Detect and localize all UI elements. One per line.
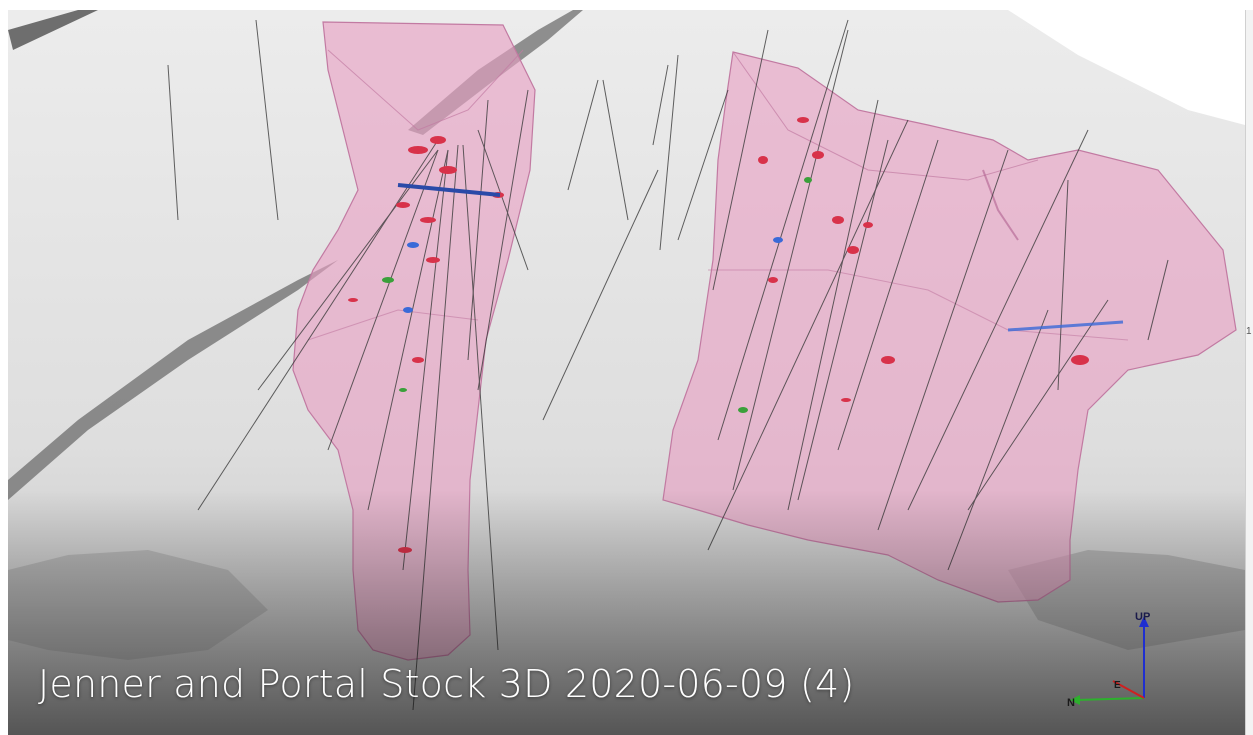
north-axis-label: N: [1067, 697, 1075, 709]
3d-viewport[interactable]: Jenner and Portal Stock 3D 2020-06-09 (4…: [8, 10, 1245, 735]
up-axis-arrow: [1139, 616, 1149, 627]
window-top-edge: [0, 0, 1253, 10]
assay-markers[interactable]: [348, 117, 1124, 553]
east-axis-line: [1112, 680, 1145, 699]
up-axis-label: UP: [1135, 611, 1151, 623]
side-panel-edge[interactable]: [1245, 10, 1253, 735]
orientation-axes-widget[interactable]: [1070, 616, 1149, 705]
east-axis-label: E: [1114, 680, 1121, 691]
3d-scene[interactable]: [8, 10, 1245, 735]
caption-shade: [8, 490, 1245, 735]
drillhole-traces[interactable]: [167, 19, 1169, 711]
side-panel-edge-text: 1: [1246, 326, 1252, 337]
north-axis-line: [1075, 697, 1145, 701]
video-title-caption: Jenner and Portal Stock 3D 2020-06-09 (4…: [38, 662, 855, 706]
north-axis-arrow: [1070, 695, 1080, 705]
window-left-edge: [0, 0, 8, 735]
